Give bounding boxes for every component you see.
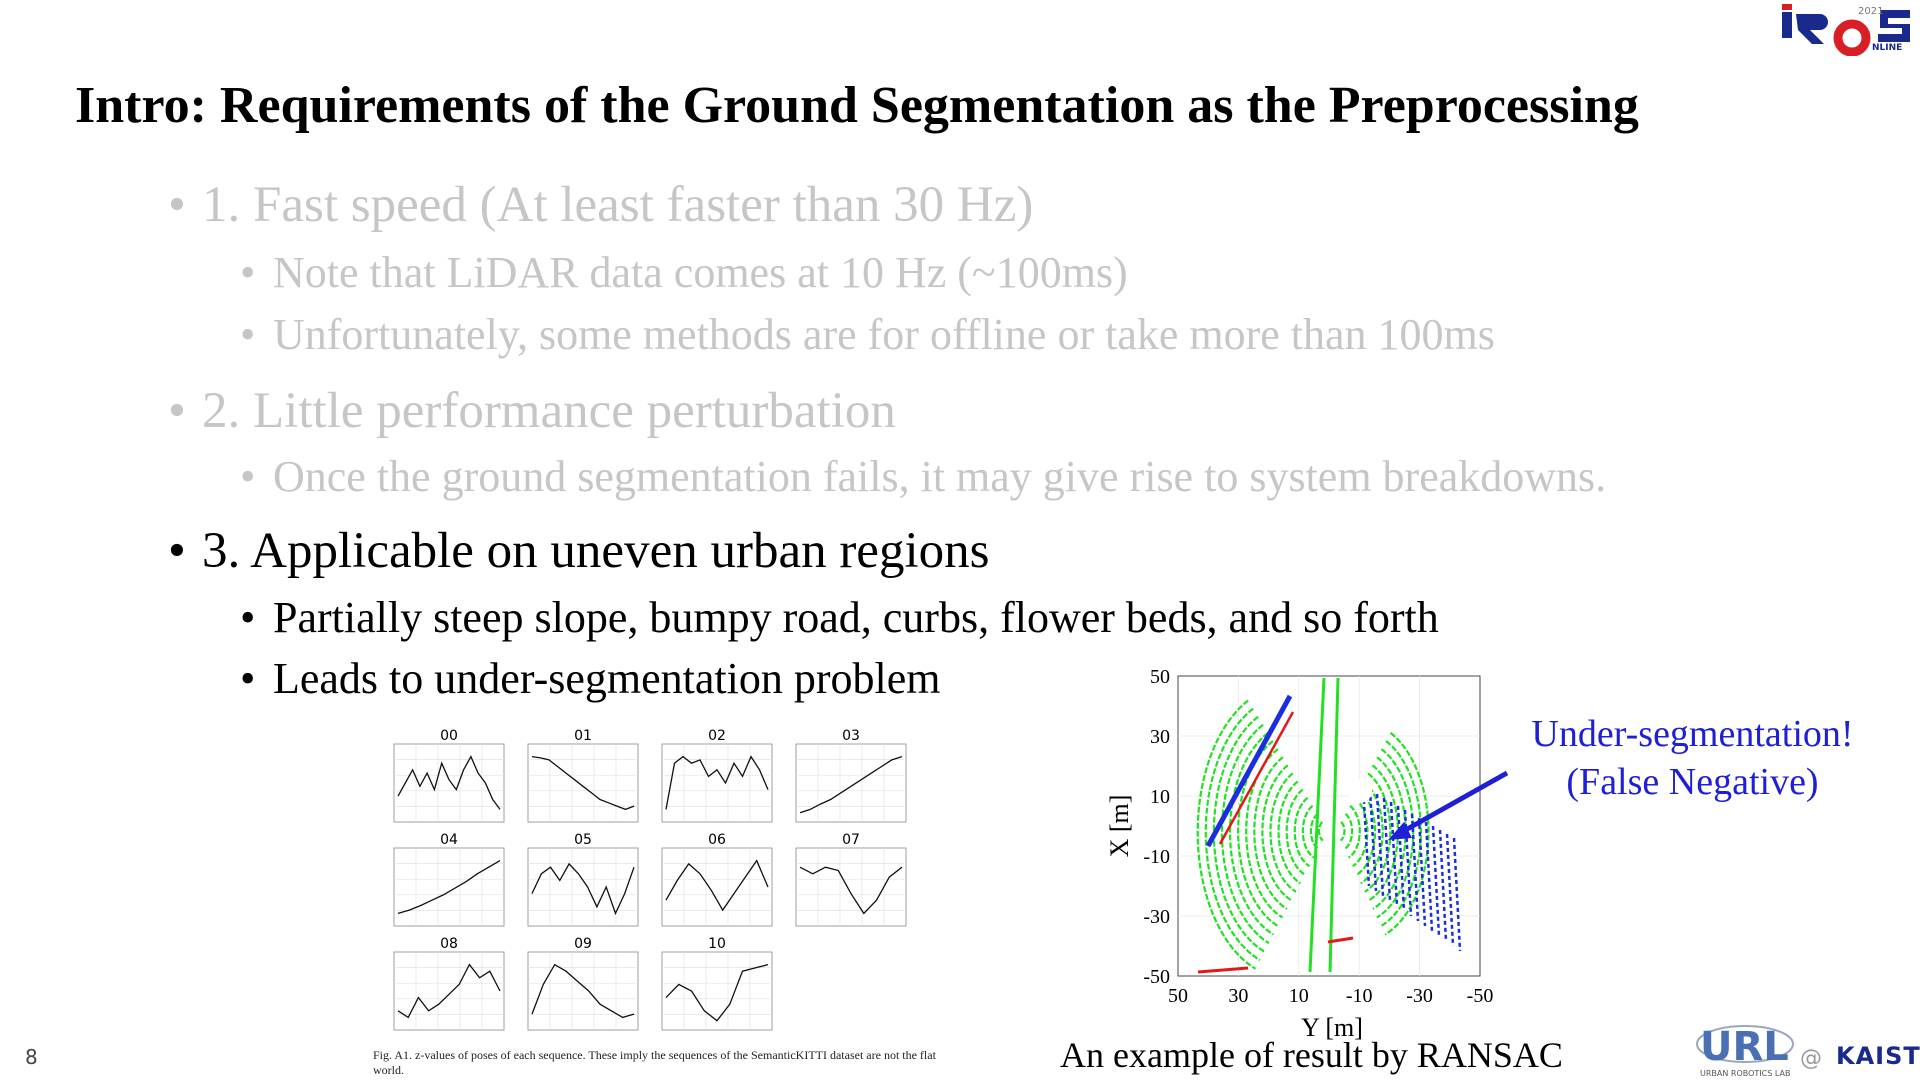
plot-frame-01 bbox=[527, 743, 639, 823]
plot-curve-02 bbox=[665, 755, 769, 810]
ransac-result-figure: X [m] Y [m] 50 30 10 -10 -30 -50 50 30 10 -10 -30-… bbox=[1092, 658, 1512, 1053]
svg-text:2021: 2021 bbox=[1858, 6, 1883, 17]
under-segmentation-annotation: Under-segmentation! (False Negative) bbox=[1495, 710, 1890, 806]
x-tick-label: -30 bbox=[1406, 985, 1433, 1007]
bullet-text: 2. Little performance perturbation bbox=[202, 383, 896, 439]
svg-text:URBAN ROBOTICS LAB: URBAN ROBOTICS LAB bbox=[1700, 1069, 1790, 1078]
bullet-fast-speed: • 1. Fast speed (At least faster than 30 … bbox=[168, 177, 1034, 233]
z-value-plots: 00 01 02 03 04 05 06 07 08 09 10 bbox=[393, 728, 907, 1031]
slide-title: Intro: Requirements of the Ground Segmen… bbox=[75, 77, 1639, 134]
url-lab-logo: URL URBAN ROBOTICS LAB bbox=[1690, 1020, 1800, 1085]
plot-curve-10 bbox=[665, 963, 769, 1022]
bullet-uneven-regions: • 3. Applicable on uneven urban regions bbox=[168, 523, 990, 579]
bullet-text: Unfortunately, some methods are for offl… bbox=[273, 310, 1495, 359]
y-tick-label: -10 bbox=[1143, 846, 1170, 868]
plot-title-04: 04 bbox=[440, 832, 458, 848]
subbullet-slopes: • Partially steep slope, bumpy road, curb… bbox=[240, 593, 1439, 642]
plot-frame-03 bbox=[795, 743, 907, 823]
annotation-arrow bbox=[1388, 770, 1509, 840]
figure-caption: Fig. A1. z-values of poses of each seque… bbox=[373, 1048, 936, 1077]
plot-frame-00 bbox=[393, 743, 505, 823]
x-tick-label: 30 bbox=[1228, 985, 1248, 1007]
plot-frame-05 bbox=[527, 847, 639, 927]
annotation-line1: Under-segmentation! bbox=[1531, 713, 1854, 755]
x-tick-label: 50 bbox=[1168, 985, 1188, 1007]
plot-title-03: 03 bbox=[842, 728, 860, 744]
plot-title-08: 08 bbox=[440, 936, 458, 952]
subbullet-lidar-rate: • Note that LiDAR data comes at 10 Hz (~1… bbox=[240, 248, 1128, 297]
kaist-logo: KAIST bbox=[1836, 1042, 1920, 1070]
subbullet-offline: • Unfortunately, some methods are for off… bbox=[240, 310, 1495, 359]
plot-frame-04 bbox=[393, 847, 505, 927]
plot-frame-02 bbox=[661, 743, 773, 823]
at-sign: @ bbox=[1800, 1046, 1822, 1071]
plot-curve-03 bbox=[799, 755, 903, 814]
page-number: 8 bbox=[25, 1045, 38, 1069]
ransac-caption: An example of result by RANSAC bbox=[1060, 1035, 1563, 1075]
ransac-plot-frame bbox=[1177, 675, 1481, 977]
plot-title-00: 00 bbox=[440, 728, 458, 744]
bullet-text: Note that LiDAR data comes at 10 Hz (~10… bbox=[273, 248, 1128, 297]
plot-frame-09 bbox=[527, 951, 639, 1031]
plot-title-02: 02 bbox=[708, 728, 726, 744]
plot-title-09: 09 bbox=[574, 936, 592, 952]
z-value-plots-figure: 00 01 02 03 04 05 06 07 08 09 10 bbox=[382, 728, 916, 1050]
plot-curve-04 bbox=[397, 860, 501, 915]
annotation-line2: (False Negative) bbox=[1566, 761, 1819, 803]
subbullet-under-segmentation: • Leads to under-segmentation problem bbox=[240, 654, 941, 703]
bullet-text: 1. Fast speed (At least faster than 30 H… bbox=[202, 177, 1034, 233]
bullet-perturbation: • 2. Little performance perturbation bbox=[168, 383, 896, 439]
iros-logo: 2021 NLINE bbox=[1776, 0, 1920, 61]
plot-title-10: 10 bbox=[708, 936, 726, 952]
bullet-text: 3. Applicable on uneven urban regions bbox=[202, 523, 990, 579]
plot-title-01: 01 bbox=[574, 728, 592, 744]
bullet-text: Once the ground segmentation fails, it m… bbox=[273, 452, 1607, 501]
plot-frame-10 bbox=[661, 951, 773, 1031]
plot-curve-06 bbox=[665, 859, 769, 912]
plot-curve-09 bbox=[531, 963, 635, 1019]
x-axis-title: Y [m] bbox=[1301, 1013, 1363, 1042]
plot-curve-01 bbox=[531, 755, 635, 811]
y-tick-label: -30 bbox=[1143, 906, 1170, 928]
x-tick-label: -10 bbox=[1346, 985, 1373, 1007]
subbullet-breakdown: • Once the ground segmentation fails, it … bbox=[240, 452, 1607, 501]
y-tick-label: 50 bbox=[1150, 666, 1170, 688]
plot-frame-06 bbox=[661, 847, 773, 927]
plot-curve-05 bbox=[531, 862, 635, 916]
plot-title-05: 05 bbox=[574, 832, 592, 848]
plot-frame-08 bbox=[393, 951, 505, 1031]
plot-curve-07 bbox=[799, 866, 903, 915]
point-cloud bbox=[1196, 677, 1462, 974]
plot-title-06: 06 bbox=[708, 832, 726, 848]
bullet-text: Partially steep slope, bumpy road, curbs… bbox=[273, 593, 1439, 642]
bullet-text: Leads to under-segmentation problem bbox=[273, 654, 941, 703]
plot-curve-00 bbox=[397, 755, 501, 810]
x-tick-label: -50 bbox=[1467, 985, 1494, 1007]
plot-title-07: 07 bbox=[842, 832, 860, 848]
x-tick-label: 10 bbox=[1289, 985, 1309, 1007]
y-axis-title: X [m] bbox=[1105, 795, 1134, 858]
y-tick-label: -50 bbox=[1143, 966, 1170, 988]
svg-text:URL: URL bbox=[1700, 1024, 1789, 1070]
svg-text:NLINE: NLINE bbox=[1872, 43, 1902, 53]
y-tick-label: 10 bbox=[1150, 786, 1170, 808]
plot-frame-07 bbox=[795, 847, 907, 927]
plot-curve-08 bbox=[397, 963, 501, 1019]
y-tick-label: 30 bbox=[1150, 726, 1170, 748]
